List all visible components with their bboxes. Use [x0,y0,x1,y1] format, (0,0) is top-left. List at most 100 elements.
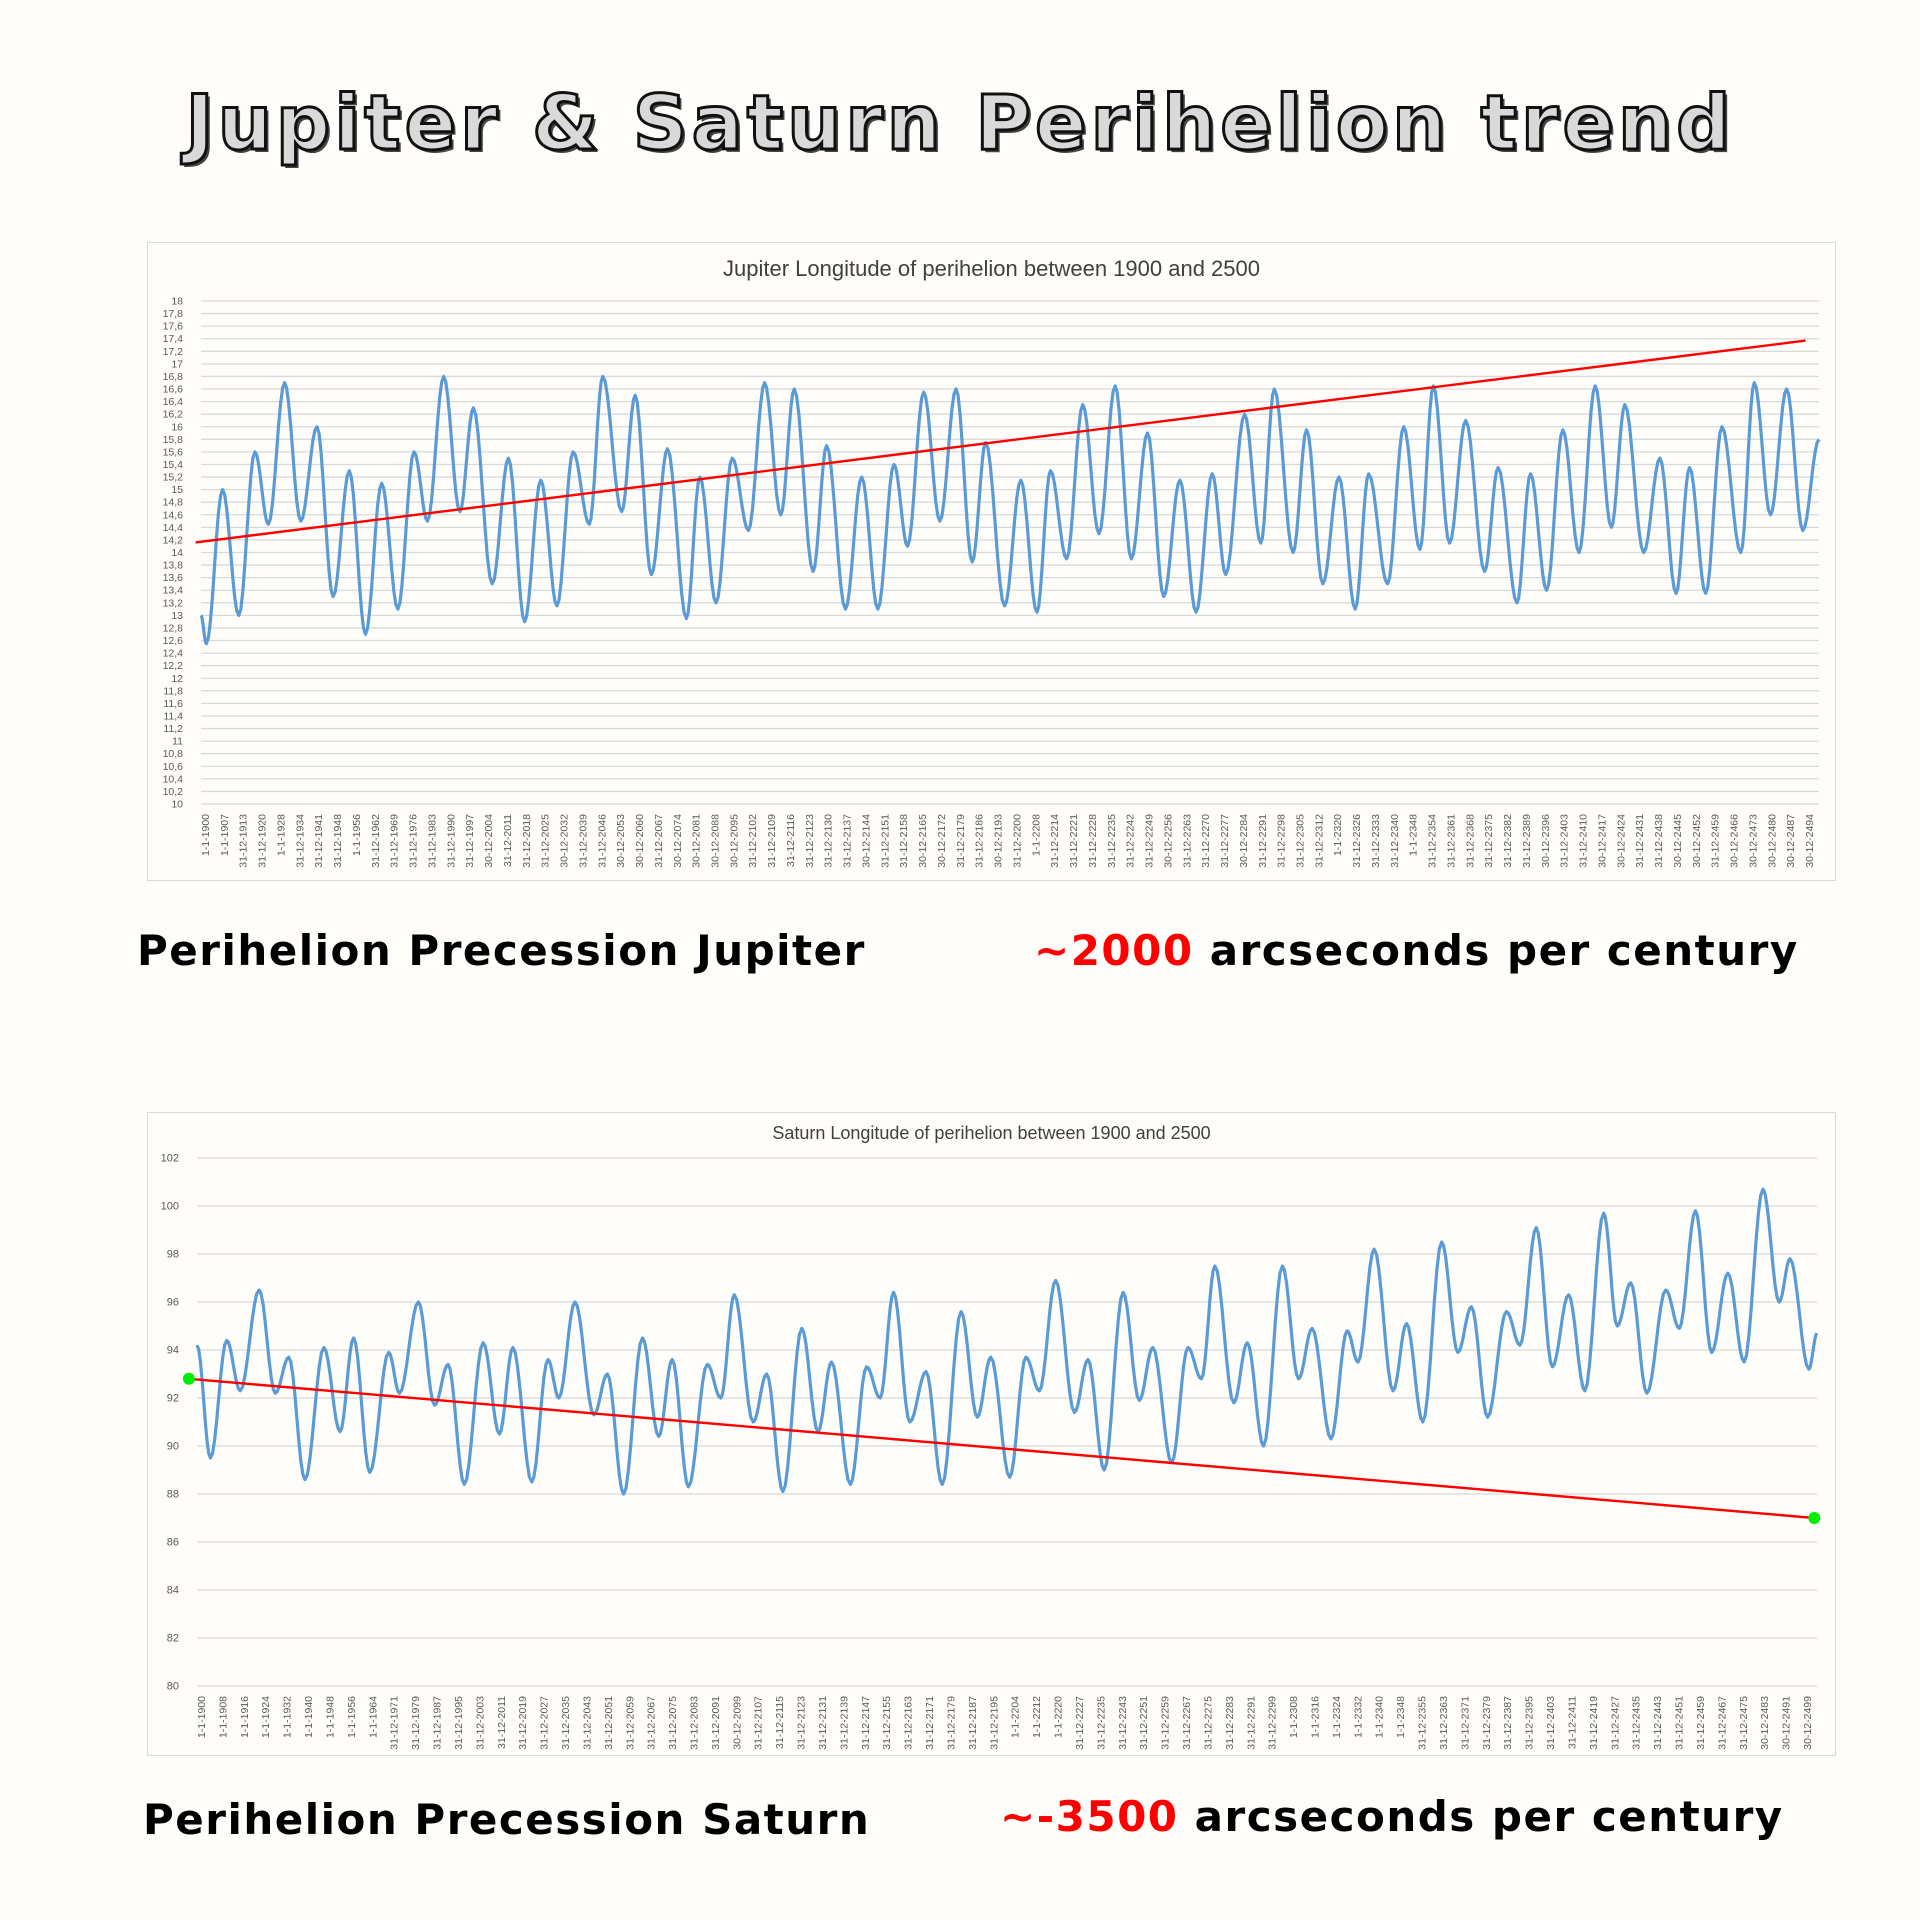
y-tick-label: 16 [171,421,183,433]
y-tick-label: 11,2 [163,723,183,735]
chart-svg: Jupiter Longitude of perihelion between … [163,256,1821,868]
x-tick-label: 31-12-1969 [389,814,401,868]
x-tick-label: 31-12-1979 [410,1696,422,1750]
x-tick-label: 30-12-2256 [1162,814,1174,868]
x-tick-label: 1-1-1907 [219,814,231,856]
y-tick-label: 12,2 [163,660,184,672]
y-tick-label: 17,8 [163,308,184,320]
x-tick-label: 31-12-2123 [796,1696,808,1750]
x-tick-label: 31-12-2259 [1160,1696,1172,1750]
y-tick-label: 100 [161,1201,179,1213]
x-tick-label: 31-12-2368 [1464,814,1476,868]
y-tick-label: 94 [167,1345,179,1357]
y-tick-label: 14,2 [163,534,184,546]
trend-line [195,339,1806,544]
x-tick-label: 31-12-2137 [842,814,854,868]
y-tick-label: 98 [167,1249,179,1261]
x-tick-label: 31-12-2291 [1245,1696,1257,1750]
x-tick-label: 30-12-2053 [615,814,627,868]
x-tick-label: 31-12-2163 [903,1696,915,1750]
x-tick-label: 30-12-2088 [710,814,722,868]
x-tick-label: 30-12-2172 [936,814,948,868]
x-tick-label: 31-12-2431 [1634,814,1646,868]
x-tick-label: 30-12-2452 [1691,814,1703,868]
x-tick-label: 1-1-1948 [324,1696,336,1738]
x-tick-label: 1-1-1956 [351,814,363,856]
y-tick-label: 84 [167,1585,179,1597]
y-tick-label: 15 [171,484,183,496]
y-tick-label: 13,2 [163,597,184,609]
x-tick-label: 31-12-2155 [881,1696,893,1750]
jupiter-rate-unit: arcseconds per century [1209,926,1799,975]
x-tick-label: 30-12-2396 [1540,814,1552,868]
trend-end-point [1808,1512,1821,1524]
x-tick-label: 31-12-2243 [1117,1696,1129,1750]
x-tick-label: 31-12-2235 [1106,814,1118,868]
x-tick-label: 30-12-2480 [1766,814,1778,868]
x-tick-label: 1-1-1928 [275,814,287,856]
y-tick-label: 12,4 [163,648,184,660]
y-tick-label: 13,4 [163,585,184,597]
x-tick-label: 1-1-2308 [1288,1696,1300,1738]
x-tick-label: 31-12-2371 [1459,1696,1471,1750]
x-tick-label: 31-12-2312 [1313,814,1325,868]
x-tick-label: 31-12-2299 [1267,1696,1279,1750]
x-tick-label: 31-12-2046 [596,814,608,868]
x-tick-label: 31-12-1934 [294,814,306,868]
y-tick-label: 14,6 [163,509,184,521]
saturn-chart: Saturn Longitude of perihelion between 1… [147,1112,1836,1756]
x-tick-label: 30-12-2424 [1615,814,1627,868]
x-tick-label: 30-12-2417 [1596,814,1608,868]
x-tick-label: 30-12-2491 [1781,1696,1793,1750]
x-tick-label: 30-12-2004 [483,814,495,868]
y-tick-label: 86 [167,1537,179,1549]
y-tick-label: 17,6 [163,321,184,333]
chart-title: Jupiter Longitude of perihelion between … [723,256,1260,281]
chart-title: Saturn Longitude of perihelion between 1… [772,1123,1210,1143]
y-tick-label: 92 [167,1393,179,1405]
x-tick-label: 31-12-2298 [1276,814,1288,868]
y-tick-label: 10,6 [163,761,184,773]
x-tick-label: 31-12-2403 [1559,814,1571,868]
y-tick-label: 16,2 [163,409,184,421]
x-tick-label: 31-12-2025 [540,814,552,868]
x-tick-label: 31-12-1948 [332,814,344,868]
saturn-rate-value: -3500 [1036,1792,1179,1841]
y-tick-label: 15,2 [163,472,184,484]
x-tick-label: 31-12-2091 [710,1696,722,1750]
y-tick-label: 16,4 [163,396,184,408]
y-tick-label: 17,2 [163,346,184,358]
trend-start-point [182,1372,195,1385]
x-tick-label: 31-12-2438 [1653,814,1665,868]
x-tick-label: 1-1-1924 [260,1696,272,1738]
x-tick-label: 1-1-2204 [1010,1696,1022,1738]
x-tick-label: 1-1-2332 [1352,1696,1364,1738]
y-tick-label: 11,4 [163,710,183,722]
y-tick-label: 15,4 [163,459,184,471]
y-tick-label: 88 [167,1489,179,1501]
y-tick-label: 11 [172,736,183,748]
x-tick-label: 31-12-2395 [1524,1696,1536,1750]
x-tick-label: 1-1-2208 [1030,814,1042,856]
jupiter-rate-value: 2000 [1070,926,1194,975]
x-tick-label: 1-1-1940 [303,1696,315,1738]
jupiter-caption-rate: ~2000 arcseconds per century [1034,926,1799,975]
y-tick-label: 11,8 [163,685,183,697]
y-tick-label: 13,6 [163,572,184,584]
x-tick-label: 30-12-2487 [1785,814,1797,868]
x-tick-label: 30-12-2095 [728,814,740,868]
x-tick-label: 31-12-1913 [238,814,250,868]
y-tick-label: 16,8 [163,371,184,383]
y-tick-label: 14,4 [163,522,184,534]
x-tick-label: 30-12-2193 [993,814,1005,868]
x-tick-label: 31-12-1976 [408,814,420,868]
x-tick-label: 31-12-1971 [389,1696,401,1750]
x-tick-label: 31-12-2363 [1438,1696,1450,1750]
x-tick-label: 1-1-1900 [196,1696,208,1738]
x-tick-label: 31-12-2249 [1144,814,1156,868]
x-tick-label: 31-12-2187 [967,1696,979,1750]
x-tick-label: 31-12-2186 [974,814,986,868]
y-tick-label: 13 [171,610,183,622]
jupiter-chart: Jupiter Longitude of perihelion between … [147,242,1836,881]
x-tick-label: 31-12-2179 [945,1696,957,1750]
